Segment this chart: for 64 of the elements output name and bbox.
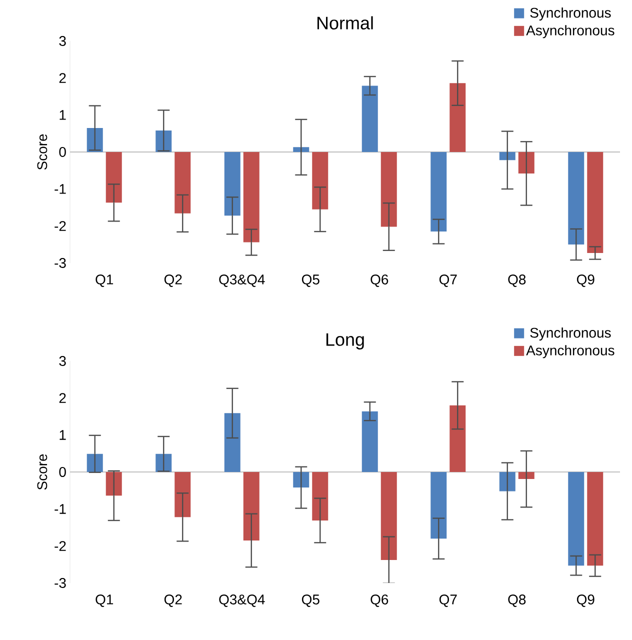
y-axis-title: Score — [37, 134, 48, 170]
x-tick-label: Q2 — [164, 274, 182, 287]
y-tick-label: -3 — [54, 258, 66, 268]
x-tick-label: Q6 — [370, 594, 388, 607]
bar — [106, 152, 122, 203]
x-tick-label: Q8 — [508, 274, 526, 287]
y-tick-label: -1 — [54, 504, 66, 514]
bar — [224, 152, 240, 216]
x-tick-label: Q1 — [96, 274, 114, 287]
y-tick-label: 3 — [59, 36, 66, 46]
bar — [518, 152, 534, 174]
bar — [568, 152, 584, 244]
legend-label: Asynchronous — [526, 345, 614, 358]
bar — [174, 152, 191, 214]
y-tick-label: -2 — [54, 221, 66, 231]
x-tick-label: Q8 — [508, 594, 526, 607]
bar — [587, 152, 604, 254]
y-axis-title: Score — [37, 454, 48, 490]
bar — [450, 83, 466, 152]
bar — [362, 411, 378, 472]
y-tick-label: 1 — [60, 430, 66, 440]
chart-title: Normal — [317, 16, 373, 30]
bar — [587, 472, 604, 566]
bar — [430, 152, 447, 232]
bar — [380, 152, 397, 227]
bar — [430, 472, 447, 539]
bar — [380, 472, 397, 560]
bar — [243, 152, 260, 242]
y-tick-label: 0 — [59, 467, 66, 477]
bar — [293, 147, 310, 152]
y-tick-label: 1 — [60, 110, 66, 120]
x-tick-label: Q5 — [302, 594, 320, 607]
legend-label: Synchronous — [530, 7, 611, 21]
chart-title: Long — [326, 333, 364, 350]
bar — [312, 152, 328, 210]
bar — [499, 152, 516, 160]
x-tick-label: Q9 — [576, 274, 594, 287]
x-tick-label: Q9 — [576, 594, 594, 607]
y-tick-label: 2 — [59, 73, 66, 83]
bar — [518, 472, 534, 480]
x-tick-label: Q3&Q4 — [219, 274, 265, 287]
bar — [243, 472, 260, 540]
x-tick-label: Q6 — [370, 274, 388, 287]
bar — [362, 86, 378, 152]
y-tick-label: 2 — [59, 393, 66, 403]
bar — [450, 405, 466, 472]
x-tick-label: Q1 — [96, 594, 114, 607]
bar — [568, 472, 584, 566]
x-tick-label: Q7 — [439, 594, 457, 607]
x-tick-label: Q7 — [439, 274, 457, 287]
bar — [312, 472, 328, 520]
x-tick-label: Q3&Q4 — [219, 594, 265, 607]
bar — [224, 413, 240, 472]
y-tick-label: 0 — [59, 147, 66, 157]
y-tick-label: -1 — [54, 184, 66, 194]
legend-label: Synchronous — [530, 327, 611, 341]
x-tick-label: Q2 — [164, 594, 182, 607]
x-tick-label: Q5 — [302, 274, 320, 287]
y-tick-label: -3 — [54, 578, 66, 588]
legend-label: Asynchronous — [526, 25, 614, 38]
bar — [499, 472, 516, 492]
bar — [293, 472, 310, 488]
y-tick-label: 3 — [59, 356, 66, 366]
y-tick-label: -2 — [54, 541, 66, 551]
